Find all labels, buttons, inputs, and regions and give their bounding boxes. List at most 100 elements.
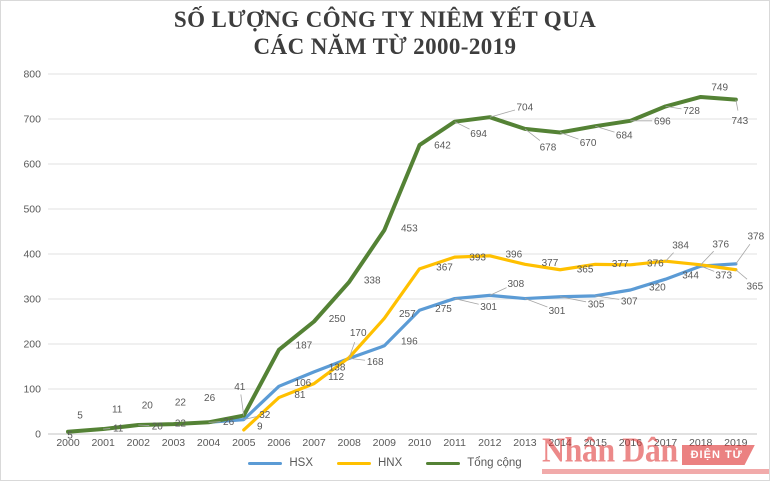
leader-line-total-2013 <box>524 128 541 141</box>
data-label-total-2009: 453 <box>401 224 418 235</box>
data-label-total-2006: 187 <box>296 340 313 351</box>
leader-line-hnx-2008 <box>348 341 356 358</box>
data-label-total-2012: 704 <box>516 103 533 114</box>
chart-title: SỐ LƯỢNG CÔNG TY NIÊM YẾT QUA CÁC NĂM TỪ… <box>1 6 769 60</box>
x-tick-label-2003: 2003 <box>162 437 186 449</box>
x-tick-label-2012: 2012 <box>478 437 502 449</box>
leader-line-hsx-2014 <box>560 296 587 303</box>
data-label-hsx-2010: 275 <box>435 304 452 315</box>
data-label-hnx-2005: 9 <box>257 421 263 432</box>
y-tick-label-700: 700 <box>23 114 41 126</box>
data-label-hsx-2000: 5 <box>67 430 73 441</box>
x-tick-label-2011: 2011 <box>443 437 466 449</box>
leader-line-total-2012 <box>489 109 516 118</box>
y-tick-label-600: 600 <box>23 159 41 171</box>
leader-line-hsx-2019 <box>735 243 751 265</box>
data-label-total-2013: 678 <box>540 142 557 153</box>
y-tick-label-300: 300 <box>23 294 41 306</box>
data-label-hnx-2013: 377 <box>542 258 559 269</box>
chart-title-line1: SỐ LƯỢNG CÔNG TY NIÊM YẾT QUA <box>173 7 597 32</box>
data-label-hsx-2009: 196 <box>401 336 418 347</box>
data-label-hnx-2007: 112 <box>328 372 344 383</box>
x-tick-label-2001: 2001 <box>91 437 115 449</box>
series-line-hsx <box>66 262 738 434</box>
y-tick-label-500: 500 <box>23 204 41 216</box>
leader-line-total-2014 <box>559 132 579 140</box>
series-line-hnx <box>242 254 738 432</box>
leader-line-total-2017 <box>665 106 682 110</box>
leader-line-total-2005 <box>240 394 245 416</box>
leader-line-hnx-2017 <box>665 252 674 262</box>
leader-line-hsx-2011 <box>454 298 479 305</box>
data-label-hnx-2011: 393 <box>469 253 486 264</box>
y-tick-label-0: 0 <box>35 429 41 441</box>
x-tick-label-2005: 2005 <box>232 437 256 449</box>
x-tick-label-2007: 2007 <box>302 437 326 449</box>
data-label-hsx-2008: 168 <box>367 357 384 368</box>
data-label-total-2004: 26 <box>204 393 216 404</box>
leader-line-hsx-2002 <box>138 424 150 426</box>
legend-swatch-hnx <box>337 461 371 465</box>
x-tick-label-2017: 2017 <box>654 437 678 449</box>
data-label-total-2003: 22 <box>175 398 187 409</box>
data-label-total-2002: 20 <box>142 401 154 412</box>
data-label-hsx-2015: 307 <box>621 296 638 307</box>
series-line-total <box>66 94 738 434</box>
legend-swatch-hsx <box>248 461 283 465</box>
legend-label-hsx: HSX <box>289 457 313 469</box>
leader-line-hsx-2005 <box>243 416 258 420</box>
data-label-total-2010: 642 <box>434 141 451 152</box>
data-label-hsx-2016: 320 <box>649 283 666 294</box>
chart-legend: HSX HNX Tổng cộng <box>1 453 769 473</box>
data-label-total-2019: 743 <box>732 116 749 127</box>
data-label-hsx-2007: 138 <box>329 362 346 373</box>
x-tick-label-2016: 2016 <box>619 437 643 449</box>
data-label-hsx-2012: 308 <box>507 279 524 290</box>
x-tick-label-2013: 2013 <box>513 437 537 449</box>
data-label-hsx-2017: 344 <box>682 271 699 282</box>
x-tick-label-2006: 2006 <box>267 437 291 449</box>
data-label-hnx-2012: 396 <box>505 249 522 260</box>
x-tick-label-2015: 2015 <box>584 437 608 449</box>
data-label-hsx-2003: 22 <box>175 419 187 430</box>
x-tick-label-2014: 2014 <box>548 437 572 449</box>
data-label-total-2014: 670 <box>580 138 597 149</box>
leader-line-total-2011 <box>454 121 470 130</box>
data-label-total-2018: 749 <box>711 82 728 93</box>
data-label-hnx-2014: 365 <box>577 264 594 275</box>
leader-line-hsx-2018 <box>700 265 715 272</box>
data-label-hsx-2013: 301 <box>549 306 566 317</box>
data-label-hnx-2016: 376 <box>647 258 664 269</box>
y-tick-label-200: 200 <box>23 339 41 351</box>
data-label-total-2005: 41 <box>234 382 246 393</box>
leader-line-hsx-2015 <box>595 295 620 300</box>
leader-line-hnx-2019 <box>735 269 748 280</box>
leader-line-total-2015 <box>595 125 615 133</box>
watermark-badge: ĐIỆN TỬ <box>681 445 755 465</box>
data-label-hsx-2018: 373 <box>715 271 732 282</box>
x-tick-label-2008: 2008 <box>338 437 362 449</box>
data-label-hsx-2006: 106 <box>295 378 312 389</box>
data-label-hnx-2006: 81 <box>294 390 306 401</box>
chart-title-line2: CÁC NĂM TỪ 2000-2019 <box>253 34 517 59</box>
data-label-hsx-2004: 26 <box>223 417 235 428</box>
data-label-hnx-2015: 377 <box>612 259 629 270</box>
data-label-hnx-2019: 365 <box>747 281 764 292</box>
data-label-hsx-2019: 378 <box>748 231 765 242</box>
y-tick-label-100: 100 <box>23 384 41 396</box>
data-label-total-2007: 250 <box>329 314 346 325</box>
x-tick-label-2002: 2002 <box>127 437 151 449</box>
leader-line-total-2019 <box>735 99 739 111</box>
x-tick-label-2000: 2000 <box>56 437 80 449</box>
x-tick-label-2004: 2004 <box>197 437 221 449</box>
legend-label-total: Tổng cộng <box>467 457 522 469</box>
leader-line-hsx-2008 <box>349 358 366 361</box>
data-label-hnx-2009: 257 <box>399 309 416 320</box>
data-label-total-2000: 5 <box>77 410 83 421</box>
watermark-logo: Nhân Dân ĐIỆN TỬ <box>542 432 769 474</box>
data-label-total-2016: 696 <box>654 116 671 127</box>
legend-item-total: Tổng cộng <box>426 457 522 469</box>
data-label-hsx-2005: 32 <box>259 410 271 421</box>
legend-swatch-total <box>426 461 461 465</box>
